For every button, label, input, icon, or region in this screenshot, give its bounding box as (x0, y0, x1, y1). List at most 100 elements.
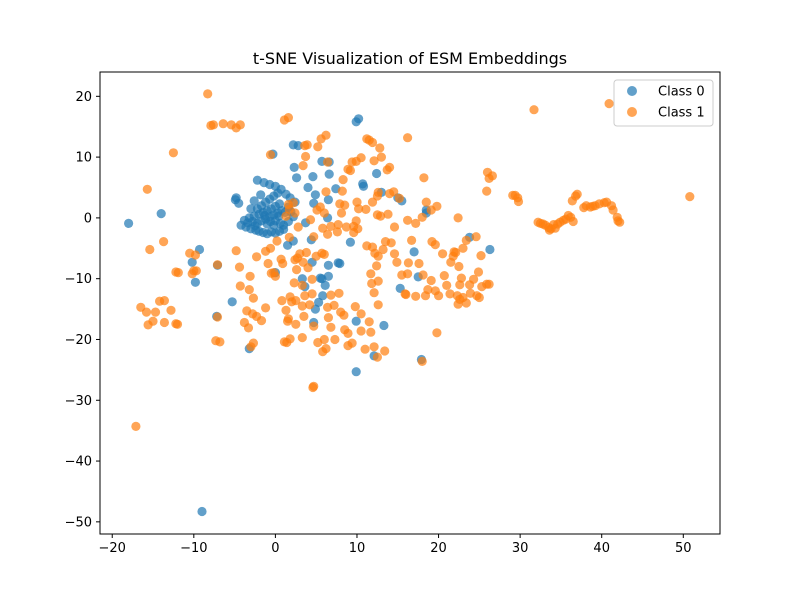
point-class-1 (476, 251, 486, 261)
point-class-1 (364, 317, 374, 327)
point-class-1 (471, 232, 481, 242)
point-class-1 (403, 258, 413, 268)
point-class-1 (155, 296, 165, 306)
point-class-1 (376, 211, 386, 221)
point-class-1 (341, 222, 351, 232)
y-tick-label: −20 (65, 333, 92, 348)
y-tick-label: −40 (65, 455, 92, 470)
x-tick-label: −10 (180, 541, 207, 556)
point-class-1 (308, 382, 318, 393)
point-class-1 (150, 307, 161, 317)
point-class-1 (298, 161, 308, 171)
point-class-1 (212, 260, 223, 270)
point-class-1 (131, 421, 141, 431)
point-class-1 (362, 134, 372, 144)
point-class-1 (572, 189, 582, 199)
series-class-1 (131, 89, 695, 431)
point-class-0 (303, 182, 313, 193)
point-class-1 (449, 247, 459, 257)
point-class-1 (159, 317, 169, 328)
point-class-1 (263, 258, 273, 269)
point-class-1 (356, 326, 366, 336)
point-class-1 (291, 296, 301, 306)
point-class-1 (281, 305, 291, 315)
point-class-0 (251, 225, 261, 235)
point-class-1 (168, 148, 178, 158)
y-axis: 20 10 0 −10 −20 −30 −40 −50 (65, 90, 100, 530)
point-class-1 (323, 313, 333, 323)
point-class-1 (339, 310, 349, 320)
point-class-1 (454, 261, 464, 272)
point-class-0 (190, 277, 200, 287)
y-tick-label: −30 (65, 394, 92, 409)
point-class-1 (340, 200, 350, 210)
point-class-1 (373, 276, 383, 286)
point-class-1 (301, 247, 311, 258)
point-class-1 (421, 197, 431, 207)
point-class-1 (455, 294, 465, 304)
point-class-1 (235, 120, 245, 130)
point-class-1 (334, 288, 344, 298)
point-class-0 (260, 210, 270, 221)
point-class-1 (338, 175, 348, 185)
point-class-1 (417, 356, 427, 366)
point-class-1 (323, 157, 333, 167)
y-tick-label: 10 (75, 151, 92, 166)
point-class-1 (369, 342, 379, 352)
point-class-1 (411, 218, 421, 228)
point-class-1 (330, 334, 340, 345)
point-class-0 (246, 204, 256, 214)
point-class-1 (203, 89, 213, 99)
point-class-1 (136, 302, 146, 312)
point-class-1 (145, 244, 155, 255)
point-class-1 (604, 99, 614, 109)
point-class-1 (246, 342, 256, 352)
point-class-0 (297, 274, 307, 284)
point-class-1 (367, 197, 378, 207)
point-class-0 (156, 209, 166, 219)
point-class-0 (187, 257, 197, 267)
point-class-1 (234, 262, 245, 272)
point-class-1 (608, 205, 618, 215)
point-class-1 (372, 261, 382, 271)
point-class-1 (361, 204, 371, 214)
point-class-0 (124, 218, 134, 228)
legend: Class 0 Class 1 (613, 79, 714, 127)
point-class-1 (316, 134, 326, 144)
point-class-1 (386, 238, 396, 248)
plot-frame (99, 71, 721, 535)
point-class-1 (269, 268, 279, 278)
point-class-1 (411, 291, 421, 301)
point-class-1 (307, 274, 317, 284)
point-class-1 (439, 271, 449, 281)
point-class-0 (249, 196, 259, 206)
legend-label-class-0: Class 0 (658, 85, 705, 100)
point-class-1 (469, 274, 479, 284)
point-class-1 (383, 209, 393, 219)
point-class-1 (293, 222, 303, 232)
point-class-1 (372, 352, 382, 362)
point-class-1 (438, 249, 448, 259)
y-tick-label: 20 (75, 90, 92, 105)
x-tick-label: 50 (675, 541, 692, 556)
point-class-1 (430, 240, 440, 250)
point-class-1 (418, 270, 428, 280)
point-class-1 (378, 244, 388, 255)
point-class-1 (513, 196, 524, 207)
point-class-0 (409, 247, 419, 257)
point-class-1 (487, 171, 497, 181)
point-class-0 (323, 260, 333, 270)
point-class-1 (218, 119, 228, 129)
point-class-1 (321, 344, 331, 354)
point-class-0 (310, 190, 320, 200)
point-class-1 (366, 327, 376, 337)
point-class-1 (482, 186, 492, 196)
point-class-0 (351, 367, 361, 377)
point-class-1 (354, 204, 364, 214)
point-class-1 (369, 288, 379, 298)
point-class-1 (291, 319, 301, 329)
point-class-1 (292, 253, 302, 263)
point-class-1 (277, 296, 287, 306)
point-class-1 (312, 205, 322, 215)
